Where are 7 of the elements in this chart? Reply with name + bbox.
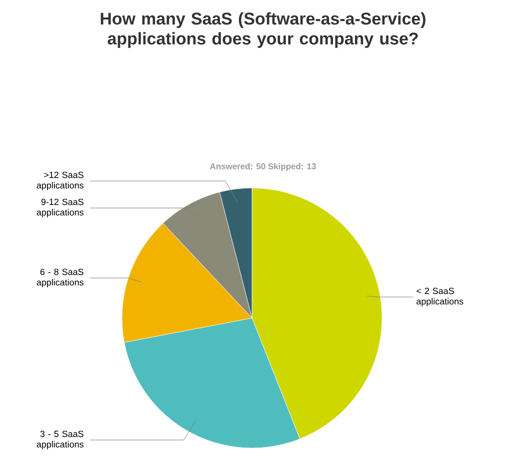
chart-title: How many SaaS (Software-as-a-Service) applications does your company use? [100,12,426,48]
chart-subtitle: Answered: 50 Skipped: 13 [210,163,316,171]
slice-label: < 2 SaaS applications [416,288,464,306]
slice-label: 6 - 8 SaaS applications [36,268,84,288]
slice-label: >12 SaaS applications [36,172,84,190]
slice-label: 3 - 5 SaaS applications [36,430,84,450]
slice-label: 9-12 SaaS applications [36,198,84,218]
